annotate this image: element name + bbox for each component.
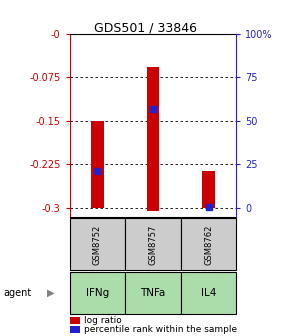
Bar <box>202 171 215 208</box>
Text: agent: agent <box>3 288 31 298</box>
Text: log ratio: log ratio <box>84 316 122 325</box>
Bar <box>147 67 159 211</box>
Text: IFNg: IFNg <box>86 288 109 298</box>
Text: GSM8757: GSM8757 <box>148 224 157 265</box>
Text: percentile rank within the sample: percentile rank within the sample <box>84 325 237 334</box>
Text: GSM8762: GSM8762 <box>204 224 213 265</box>
Text: IL4: IL4 <box>201 288 216 298</box>
Bar <box>91 121 104 208</box>
Text: TNFa: TNFa <box>140 288 166 298</box>
Text: GSM8752: GSM8752 <box>93 224 102 264</box>
Text: ▶: ▶ <box>47 288 55 298</box>
Text: GDS501 / 33846: GDS501 / 33846 <box>93 22 197 35</box>
